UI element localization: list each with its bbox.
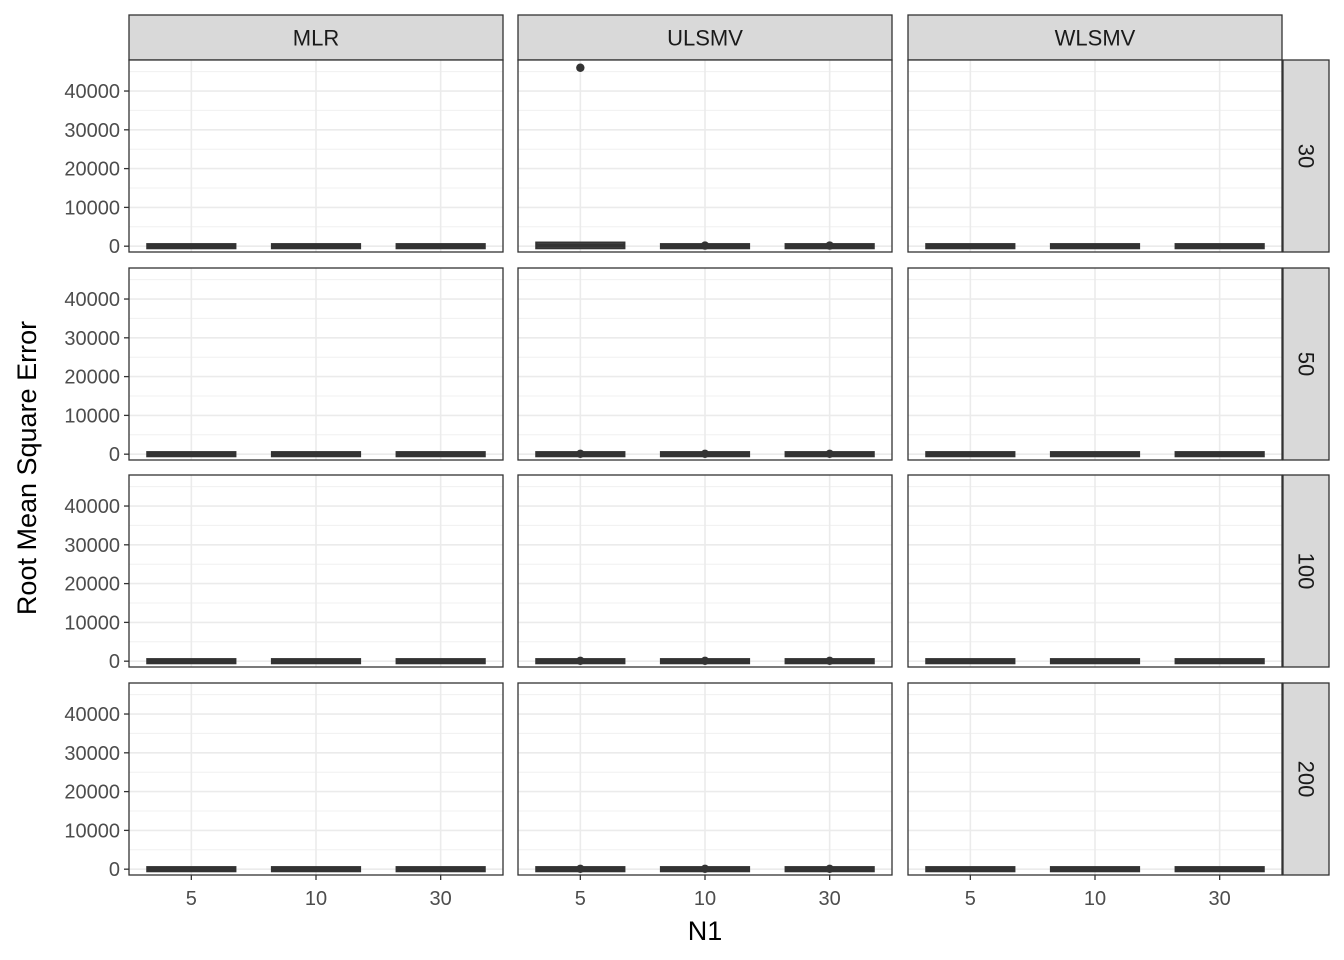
panel-ulsmv-100 [517, 474, 893, 668]
y-tick-label: 30000 [64, 535, 120, 557]
panel-border [517, 267, 893, 461]
facet-strip-column-label: ULSMV [667, 26, 743, 51]
facet-strip-row-label: 50 [1294, 352, 1319, 376]
y-tick-label: 0 [109, 859, 120, 881]
outlier-point [700, 449, 710, 458]
y-tick-label: 20000 [64, 782, 120, 804]
panel-mlr-200: 0 10000 20000 30000 40000 5 10 30 [64, 682, 504, 910]
panel-border [128, 267, 504, 461]
y-tick-label: 30000 [64, 743, 120, 765]
panel-ulsmv-200: 5 10 30 [517, 682, 893, 910]
panel-wlsmv-100 [907, 474, 1283, 668]
outlier-point [576, 656, 585, 665]
facet-strip-column-label: WLSMV [1055, 26, 1136, 51]
facet-strip-row [1282, 682, 1330, 876]
outlier-point [576, 864, 585, 873]
outlier-point [576, 449, 585, 458]
facet-strip-row-label: 100 [1294, 553, 1319, 590]
outlier-point [825, 241, 834, 250]
outlier-point [825, 449, 834, 458]
outlier-point [700, 656, 710, 665]
panel-ulsmv-30 [517, 59, 893, 253]
y-tick-label: 10000 [64, 197, 120, 219]
panel-border [128, 474, 504, 668]
y-tick-label: 30000 [64, 120, 120, 142]
panel-mlr-100: 0 10000 20000 30000 40000 [64, 474, 504, 673]
outlier-point [825, 656, 834, 665]
facet-strip-row [1282, 267, 1330, 461]
outlier-point [700, 864, 710, 873]
panel-wlsmv-30 [907, 59, 1283, 253]
facet-strip-column-label: MLR [293, 26, 339, 51]
x-tick-label: 30 [430, 888, 452, 910]
outlier-point [576, 63, 585, 72]
x-tick-label: 5 [186, 888, 197, 910]
facet-strip-row-label: 30 [1294, 144, 1319, 168]
y-tick-label: 20000 [64, 574, 120, 596]
x-tick-label: 10 [305, 888, 327, 910]
x-tick-label: 30 [819, 888, 841, 910]
panel-border [907, 59, 1283, 253]
panel-mlr-30: 0 10000 20000 30000 40000 [64, 59, 504, 258]
facet-strip-column [128, 14, 504, 61]
x-tick-label: 5 [965, 888, 976, 910]
facet-strip-row [1282, 59, 1330, 253]
y-tick-label: 10000 [64, 612, 120, 634]
y-tick-label: 10000 [64, 820, 120, 842]
x-tick-label: 10 [1084, 888, 1106, 910]
facet-strip-row-label: 200 [1294, 761, 1319, 798]
y-tick-label: 40000 [64, 704, 120, 726]
y-tick-label: 40000 [64, 496, 120, 518]
x-tick-label: 30 [1209, 888, 1231, 910]
y-tick-label: 20000 [64, 159, 120, 181]
facet-strip-row [1282, 474, 1330, 668]
panel-border [907, 474, 1283, 668]
panel-wlsmv-50 [907, 267, 1283, 461]
y-tick-label: 40000 [64, 289, 120, 311]
y-axis-title: Root Mean Square Error [12, 321, 42, 615]
x-axis-title: N1 [688, 916, 723, 946]
y-tick-label: 0 [109, 236, 120, 258]
panel-ulsmv-50 [517, 267, 893, 461]
panel-border [128, 59, 504, 253]
panel-wlsmv-200: 5 10 30 [907, 682, 1283, 910]
y-tick-label: 0 [109, 651, 120, 673]
y-tick-label: 10000 [64, 405, 120, 427]
facet-strip-column [517, 14, 893, 61]
x-tick-label: 10 [694, 888, 716, 910]
x-tick-label: 5 [575, 888, 586, 910]
facet-strip-column [907, 14, 1283, 61]
y-tick-label: 30000 [64, 328, 120, 350]
outlier-point [700, 241, 710, 250]
panel-border [907, 267, 1283, 461]
y-tick-label: 40000 [64, 81, 120, 103]
panel-border [517, 59, 893, 253]
outlier-point [825, 864, 834, 873]
y-tick-label: 20000 [64, 367, 120, 389]
panel-mlr-50: 0 10000 20000 30000 40000 [64, 267, 504, 466]
y-tick-label: 0 [109, 444, 120, 466]
panel-border [517, 474, 893, 668]
